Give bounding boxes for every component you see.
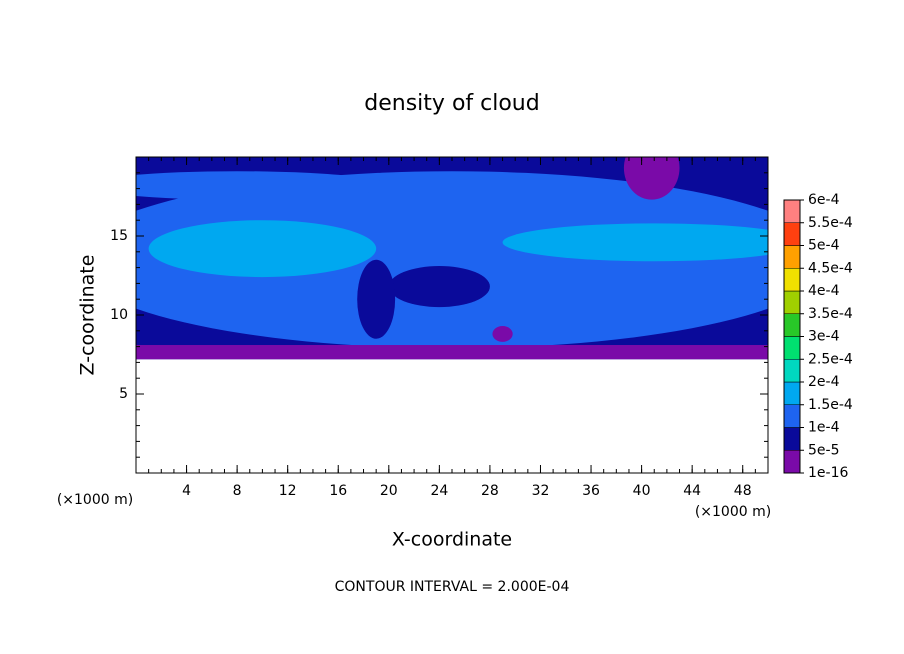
x-tick-label: 20 — [380, 483, 398, 499]
colorbar-band — [783, 199, 801, 223]
colorbar-band — [783, 290, 801, 314]
colorbar-label: 2.5e-4 — [808, 351, 853, 367]
contour-region — [357, 259, 396, 339]
x-tick-label: 36 — [582, 483, 600, 499]
x-tick-label: 40 — [633, 483, 651, 499]
colorbar-label: 1e-16 — [808, 465, 848, 481]
x-tick-label: 8 — [233, 483, 242, 499]
y-tick-label: 15 — [110, 228, 128, 244]
colorbar-label: 1e-4 — [808, 420, 840, 436]
y-tick-label: 10 — [110, 307, 128, 323]
colorbar-band — [783, 359, 801, 383]
x-axis-label: X-coordinate — [392, 529, 512, 551]
colorbar-label: 4e-4 — [808, 283, 840, 299]
x-tick-label: 16 — [329, 483, 347, 499]
contour-region — [136, 345, 768, 360]
colorbar-band — [783, 427, 801, 451]
x-tick-label: 24 — [430, 483, 448, 499]
x-unit-left: (×1000 m) — [57, 492, 133, 508]
colorbar-band — [783, 336, 801, 360]
x-tick-label: 12 — [279, 483, 297, 499]
colorbar-label: 4.5e-4 — [808, 260, 853, 276]
colorbar-band — [783, 381, 801, 405]
contour-region — [148, 220, 377, 278]
x-tick-label: 32 — [532, 483, 550, 499]
contour-region — [623, 157, 680, 200]
contour-region — [136, 171, 389, 200]
contour-region — [492, 326, 513, 342]
colorbar-band — [783, 245, 801, 269]
contour-region — [136, 171, 768, 349]
colorbar-label: 5e-5 — [808, 442, 839, 458]
contour-region — [502, 223, 768, 262]
chart-title: density of cloud — [364, 91, 539, 116]
x-tick-label: 48 — [734, 483, 752, 499]
colorbar-label: 6e-4 — [808, 192, 840, 208]
x-tick-label: 44 — [683, 483, 701, 499]
colorbar-band — [783, 313, 801, 337]
x-tick-label: 4 — [182, 483, 191, 499]
contour-note: CONTOUR INTERVAL = 2.000E-04 — [335, 579, 570, 595]
colorbar-band — [783, 268, 801, 292]
x-unit-right: (×1000 m) — [695, 504, 771, 520]
y-axis-label: Z-coordinate — [77, 255, 99, 376]
colorbar-label: 5e-4 — [808, 238, 840, 254]
colorbar-label: 5.5e-4 — [808, 215, 853, 231]
colorbar-label: 1.5e-4 — [808, 397, 853, 413]
colorbar-band — [783, 222, 801, 246]
colorbar-band — [783, 450, 801, 474]
colorbar-label: 3e-4 — [808, 329, 840, 345]
colorbar-band — [783, 404, 801, 428]
colorbar-label: 3.5e-4 — [808, 306, 853, 322]
contour-field — [136, 157, 768, 360]
y-tick-label: 5 — [119, 386, 128, 402]
x-tick-label: 28 — [481, 483, 499, 499]
contour-region — [388, 266, 490, 308]
colorbar-label: 2e-4 — [808, 374, 840, 390]
